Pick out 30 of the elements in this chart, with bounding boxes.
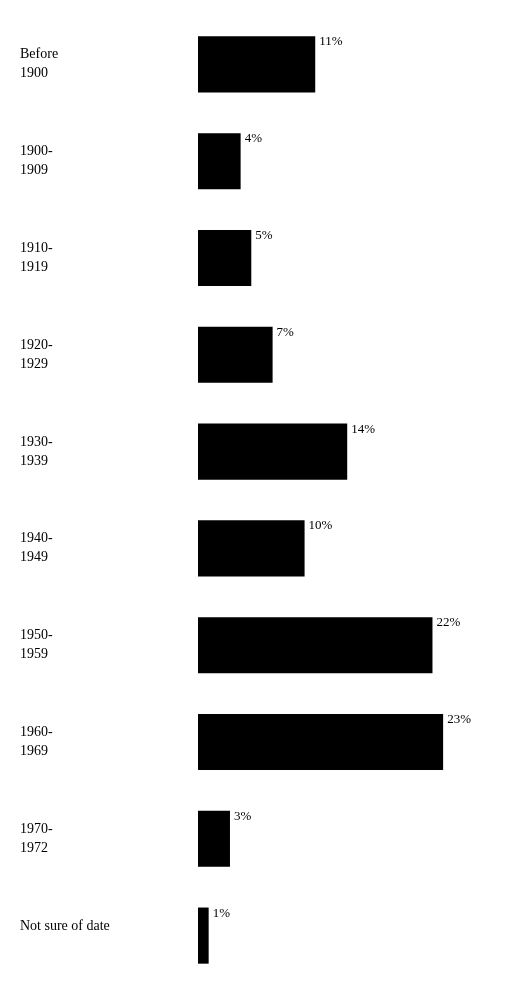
data-label: 10% xyxy=(308,517,333,533)
bar xyxy=(198,520,305,577)
bar xyxy=(198,326,273,383)
bar xyxy=(198,713,444,771)
y-tick-label: 1930- 1939 xyxy=(20,433,53,468)
bar xyxy=(198,36,316,93)
data-label: 23% xyxy=(447,710,472,726)
y-tick-label: Before 1900 xyxy=(20,46,59,81)
bar xyxy=(198,229,252,287)
data-label: 3% xyxy=(233,807,252,823)
y-tick-label: 1950- 1959 xyxy=(20,627,53,662)
data-label: 7% xyxy=(276,323,295,339)
y-tick-label: Not sure of date xyxy=(20,917,110,933)
bar xyxy=(198,907,209,964)
data-label: 22% xyxy=(436,614,461,630)
y-tick-label: 1970- 1972 xyxy=(20,820,53,855)
y-tick-label: 1960- 1969 xyxy=(20,724,53,758)
bar xyxy=(198,617,433,674)
bar xyxy=(198,133,241,190)
bar xyxy=(198,423,348,480)
y-tick-label: 1910- 1919 xyxy=(20,240,53,274)
data-label: 5% xyxy=(255,226,273,242)
bar xyxy=(198,810,230,867)
y-tick-label: 1920- 1929 xyxy=(20,336,53,371)
y-tick-label: 1940- 1949 xyxy=(20,530,53,565)
data-label: 4% xyxy=(244,130,263,146)
y-tick-label: 1900- 1909 xyxy=(20,143,53,178)
data-label: 14% xyxy=(351,420,376,436)
data-label: 11% xyxy=(319,33,343,49)
data-label: 1% xyxy=(212,904,231,920)
